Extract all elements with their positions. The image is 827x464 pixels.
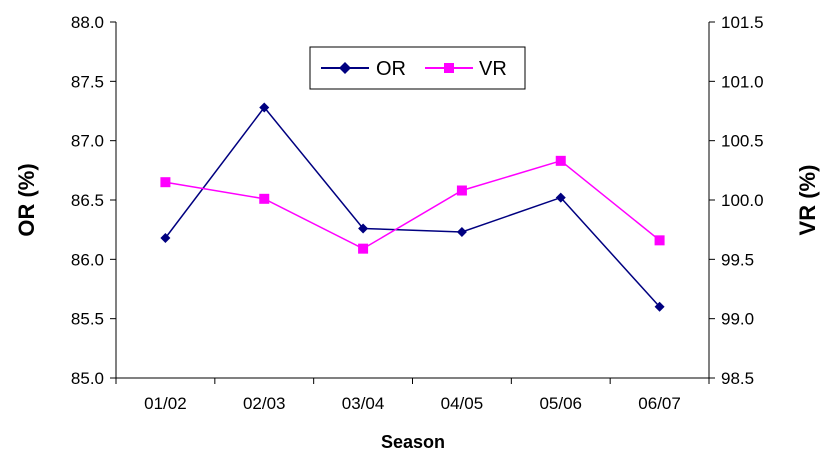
legend-box bbox=[309, 46, 526, 90]
y-left-tick-label: 87.5 bbox=[71, 72, 104, 91]
legend-marker-vr bbox=[444, 63, 454, 73]
y-left-tick-label: 85.0 bbox=[71, 369, 104, 388]
x-tick-label: 01/02 bbox=[144, 394, 187, 413]
right-axis-ticks: 98.5 99.0 99.5 100.0 100.5 101.0 101.5 bbox=[709, 13, 764, 388]
y-left-tick-label: 88.0 bbox=[71, 13, 104, 32]
x-axis-title: Season bbox=[381, 432, 445, 452]
y-right-tick-label: 100.0 bbox=[721, 191, 764, 210]
data-point-vr bbox=[160, 177, 171, 188]
x-tick-label: 02/03 bbox=[243, 394, 286, 413]
y-left-axis-title: OR (%) bbox=[14, 163, 39, 236]
data-point-or bbox=[259, 102, 270, 113]
y-left-tick-label: 85.5 bbox=[71, 310, 104, 329]
y-right-tick-label: 100.5 bbox=[721, 132, 764, 151]
data-point-vr bbox=[555, 155, 566, 166]
data-point-vr bbox=[259, 193, 270, 204]
series-layer bbox=[160, 102, 665, 312]
y-right-axis-title: VR (%) bbox=[795, 165, 820, 236]
data-point-or bbox=[456, 227, 467, 238]
legend-marker-or bbox=[339, 62, 351, 74]
data-point-or bbox=[654, 301, 665, 312]
legend-label-or: OR bbox=[376, 58, 406, 80]
series-line-vr bbox=[165, 159, 661, 250]
x-tick-label: 06/07 bbox=[638, 394, 681, 413]
data-point-or bbox=[358, 223, 369, 234]
data-point-vr bbox=[456, 185, 467, 196]
y-right-tick-label: 101.0 bbox=[721, 72, 764, 91]
y-left-tick-label: 87.0 bbox=[71, 132, 104, 151]
left-axis-ticks: 85.0 85.5 86.0 86.5 87.0 87.5 88.0 bbox=[71, 13, 116, 388]
x-axis-ticks: 01/02 02/03 03/04 04/05 05/06 06/07 bbox=[115, 378, 710, 413]
y-left-tick-label: 86.5 bbox=[71, 191, 104, 210]
x-tick-label: 03/04 bbox=[342, 394, 385, 413]
x-tick-label: 04/05 bbox=[441, 394, 484, 413]
x-tick-label: 05/06 bbox=[539, 394, 582, 413]
legend: OR VR bbox=[309, 46, 526, 90]
data-point-or bbox=[555, 192, 566, 203]
y-right-tick-label: 99.5 bbox=[721, 250, 754, 269]
y-right-tick-label: 98.5 bbox=[721, 369, 754, 388]
data-point-vr bbox=[654, 235, 665, 246]
data-point-vr bbox=[358, 243, 369, 254]
y-left-tick-label: 86.0 bbox=[71, 250, 104, 269]
y-right-tick-label: 101.5 bbox=[721, 13, 764, 32]
data-point-or bbox=[160, 232, 171, 243]
y-right-tick-label: 99.0 bbox=[721, 310, 754, 329]
legend-label-vr: VR bbox=[479, 58, 507, 80]
series-line-or bbox=[164, 106, 661, 308]
